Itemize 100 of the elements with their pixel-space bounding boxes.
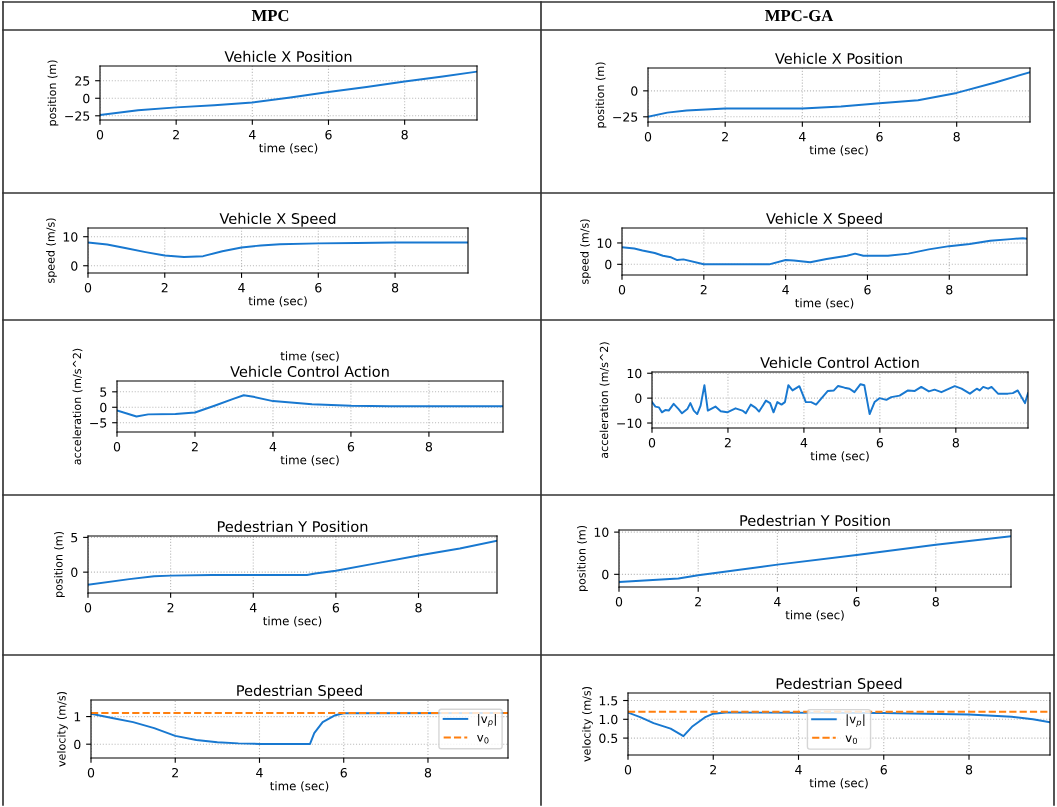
- y-tick-label: 0: [631, 86, 638, 96]
- x-axis-title: time (sec): [810, 451, 869, 462]
- x-tick-label: 4: [798, 132, 806, 142]
- x-tick-label: 4: [795, 765, 802, 775]
- y-axis-title: position (m): [47, 60, 59, 126]
- x-tick-label: 8: [965, 764, 973, 775]
- x-axis-title: time (sec): [785, 610, 844, 621]
- x-tick-label: 6: [340, 767, 347, 778]
- x-tick-label: 6: [876, 437, 884, 448]
- x-axis-title: time (sec): [270, 781, 329, 792]
- line-series: [648, 71, 1030, 118]
- y-axis-title: position (m): [54, 531, 65, 598]
- x-axis-title: time (sec): [263, 616, 322, 627]
- x-tick-label: 4: [256, 768, 263, 778]
- y-tick-label: 0: [71, 567, 78, 578]
- y-tick-label: −5: [90, 418, 107, 428]
- line-series: [100, 70, 477, 117]
- x-tick-label: 2: [700, 284, 707, 295]
- x-tick-label: 0: [648, 437, 656, 448]
- y-axis-title: velocity (m/s): [57, 691, 68, 767]
- y-tick-label: 1.0: [599, 714, 618, 725]
- y-tick-label: 1.5: [599, 696, 618, 706]
- x-tick-label: 4: [774, 597, 781, 607]
- y-tick-label: 10: [597, 238, 612, 248]
- x-tick-label: 8: [424, 767, 432, 778]
- y-tick-label: 0: [100, 402, 107, 413]
- x-axis-title: time (sec): [809, 778, 868, 789]
- x-tick-label: 4: [248, 130, 256, 140]
- x-tick-label: 6: [864, 284, 871, 295]
- y-axis-title: acceleration (m/s^2): [599, 342, 610, 459]
- y-tick-label: 0.5: [599, 733, 618, 744]
- text: MPC-GA: [765, 9, 834, 22]
- y-tick-label: 0: [635, 393, 642, 404]
- line-series: [619, 535, 1011, 583]
- x-tick-label: 2: [695, 596, 701, 607]
- chart-title: Vehicle Control Action: [760, 356, 919, 369]
- y-tick-label: 0: [74, 739, 81, 750]
- y-axis-title: velocity (m/s): [582, 686, 593, 762]
- legend-label: v$_{0}$: [845, 735, 858, 744]
- y-axis-title: speed (m/s): [46, 218, 57, 283]
- x-axis-title: time (sec): [248, 296, 307, 307]
- x-tick-label: 2: [722, 131, 728, 142]
- line-series: [622, 237, 1027, 266]
- chart-title: Vehicle X Position: [224, 50, 352, 63]
- text: time (sec): [280, 351, 339, 362]
- chart-title: Vehicle Control Action: [230, 365, 389, 378]
- y-axis-title: position (m): [595, 62, 607, 128]
- text: MPC: [251, 9, 289, 22]
- x-axis-title: time (sec): [795, 298, 854, 309]
- line-series: [88, 241, 468, 258]
- chart-title: Pedestrian Y Position: [740, 514, 890, 527]
- x-tick-label: 2: [710, 764, 716, 775]
- legend-label: |v$_{p}$|: [478, 713, 496, 727]
- x-tick-label: 6: [876, 131, 883, 142]
- x-tick-label: 6: [880, 764, 887, 775]
- x-tick-label: 6: [315, 282, 322, 293]
- y-axis-title: position (m): [577, 525, 588, 592]
- legend-label: v$_{0}$: [477, 735, 489, 744]
- x-tick-label: 2: [167, 602, 174, 613]
- y-tick-label: 0: [71, 261, 78, 271]
- x-tick-label: 0: [113, 441, 121, 452]
- y-tick-label: 5: [100, 387, 107, 397]
- x-tick-label: 6: [347, 441, 355, 452]
- legend-label: |v$_{p}$|: [846, 714, 865, 727]
- x-axis-title: time (sec): [259, 143, 318, 154]
- y-tick-label: 0: [605, 259, 612, 270]
- chart-title: Vehicle X Position: [775, 52, 902, 65]
- y-tick-label: −25: [65, 111, 90, 121]
- x-tick-label: 4: [269, 442, 277, 452]
- chart-title: Vehicle X Speed: [219, 212, 336, 227]
- x-tick-label: 4: [249, 603, 257, 613]
- y-axis-title: acceleration (m/s^2): [72, 348, 83, 465]
- x-tick-label: 2: [161, 282, 168, 293]
- chart-title: Vehicle X Speed: [766, 212, 882, 227]
- chart-title: Pedestrian Y Position: [217, 520, 368, 533]
- y-tick-label: 10: [63, 232, 78, 242]
- x-tick-label: 4: [238, 283, 245, 293]
- y-tick-label: 10: [627, 368, 642, 379]
- x-tick-label: 6: [853, 596, 860, 607]
- x-tick-label: 8: [391, 282, 399, 293]
- y-tick-label: 0: [83, 93, 90, 104]
- x-tick-label: 2: [191, 441, 198, 452]
- y-tick-label: 1: [74, 712, 81, 722]
- x-axis-title: time (sec): [280, 455, 339, 466]
- x-tick-label: 8: [401, 129, 408, 140]
- line-series: [117, 394, 503, 418]
- y-tick-label: 5: [71, 533, 78, 543]
- x-tick-label: 6: [332, 602, 340, 613]
- x-tick-label: 4: [782, 285, 789, 295]
- y-axis-title: speed (m/s): [580, 219, 591, 284]
- chart-title: Pedestrian Speed: [776, 677, 902, 692]
- x-axis-title: time (sec): [809, 145, 868, 156]
- y-tick-label: 0: [602, 569, 609, 580]
- x-tick-label: 8: [425, 441, 433, 452]
- line-series: [652, 383, 1028, 416]
- x-tick-label: 8: [946, 284, 953, 295]
- x-tick-label: 0: [644, 131, 652, 142]
- x-tick-label: 4: [800, 438, 808, 448]
- x-tick-label: 2: [724, 437, 731, 448]
- y-tick-label: −25: [613, 112, 638, 122]
